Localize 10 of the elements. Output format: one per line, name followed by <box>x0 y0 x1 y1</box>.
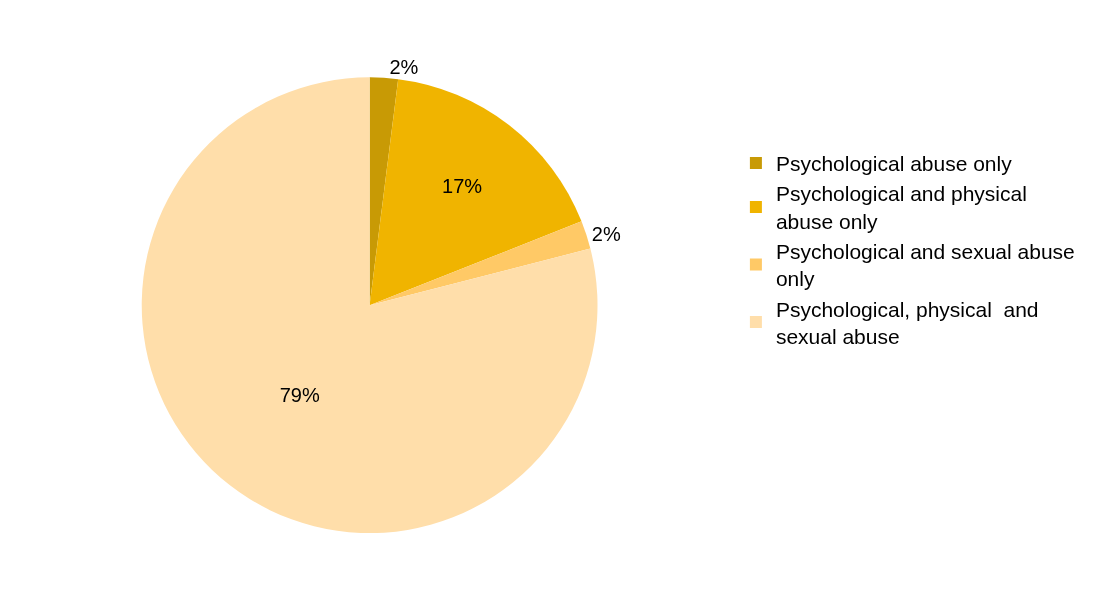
data-label: 79% <box>279 384 320 407</box>
data-label: 17% <box>442 174 483 197</box>
data-label: 2% <box>389 55 419 78</box>
data-label: 2% <box>591 222 621 245</box>
legend-label: Psychological abuse only <box>775 152 1013 176</box>
legend-label: Psychological and physical abuse only <box>775 182 1027 233</box>
legend-label: Psychological and sexual abuse only <box>775 240 1075 291</box>
pie-slice <box>369 79 582 306</box>
pie-slice <box>369 221 591 306</box>
legend-label: Psychological, physical and sexual abuse <box>775 297 1039 348</box>
